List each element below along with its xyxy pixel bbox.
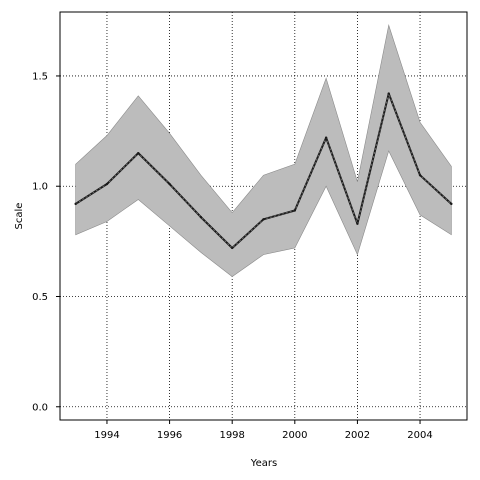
confidence-band-layer: [75, 24, 452, 278]
y-tick-label: 1.5: [32, 71, 48, 82]
y-tick-label: 0.0: [32, 402, 48, 413]
x-tick-label: 2002: [345, 430, 370, 441]
x-tick-label: 1996: [157, 430, 182, 441]
plot-frame: [59, 11, 468, 421]
estimate-point: [137, 151, 140, 155]
estimate-point: [387, 92, 390, 95]
estimate-point: [230, 246, 234, 250]
estimate-line-layer: [74, 92, 453, 250]
x-tick-label: 2000: [282, 430, 307, 441]
estimate-point: [450, 202, 453, 206]
x-tick-labels: 1994 1996 1998 2000 2002 2004: [94, 420, 433, 441]
estimate-point: [168, 182, 171, 186]
estimate-point: [199, 215, 203, 219]
estimate-point: [105, 182, 109, 186]
estimate-point: [356, 222, 359, 225]
x-tick-label: 1994: [94, 430, 119, 441]
estimate-point: [262, 218, 265, 221]
x-axis-title: Years: [250, 458, 277, 469]
estimate-point: [74, 202, 77, 206]
plot-frame-layer: [59, 11, 468, 421]
estimate-point: [324, 136, 328, 139]
y-tick-labels: 0.0 0.5 1.0 1.5: [32, 71, 60, 413]
estimate-point: [293, 209, 297, 212]
confidence-band: [75, 24, 452, 278]
y-axis-title: Scale: [14, 203, 25, 230]
x-tick-label: 1998: [219, 430, 244, 441]
estimate-point: [418, 174, 422, 177]
y-tick-label: 0.5: [32, 292, 48, 303]
y-tick-label: 1.0: [32, 182, 48, 193]
x-tick-label: 2004: [407, 430, 432, 441]
